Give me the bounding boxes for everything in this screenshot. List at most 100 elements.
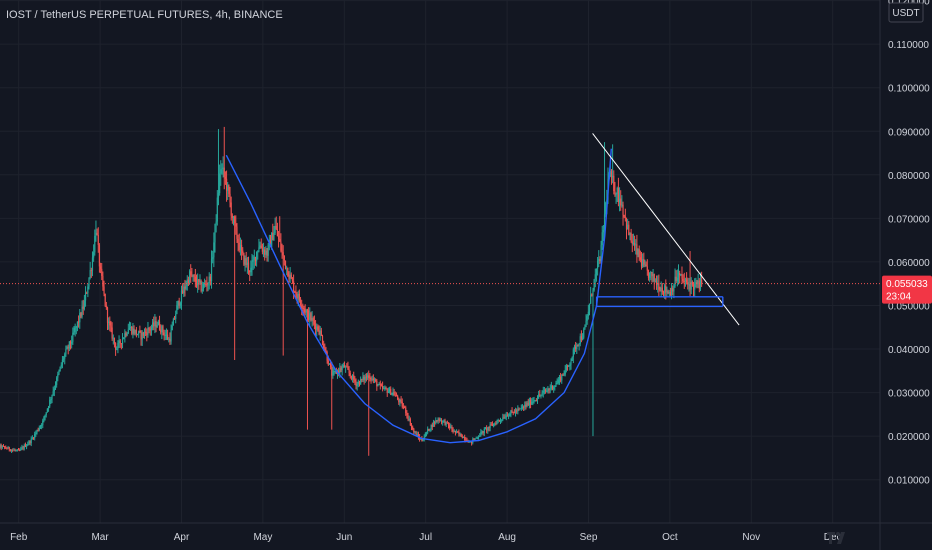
candle-body — [262, 249, 265, 252]
candle-body — [499, 420, 502, 422]
candle-body — [391, 392, 393, 395]
candle-body — [275, 225, 277, 229]
candle-body — [86, 292, 88, 294]
candle-body — [361, 378, 363, 380]
candle-body — [210, 258, 213, 282]
candle-body — [130, 326, 132, 329]
candle-body — [341, 367, 343, 371]
candle-body — [87, 286, 89, 293]
candle-body — [242, 250, 244, 254]
candle-body — [235, 223, 237, 227]
candle-body — [527, 402, 529, 406]
candle-body — [267, 244, 269, 256]
candle-body — [566, 365, 569, 367]
candle-body — [230, 202, 232, 216]
candle-body — [488, 427, 490, 429]
candle-body — [179, 302, 181, 306]
candle-body — [254, 256, 257, 262]
candle-body — [73, 332, 75, 334]
candle-body — [446, 421, 448, 423]
candle-body — [550, 385, 552, 389]
candle-body — [249, 270, 251, 273]
tradingview-icon[interactable] — [826, 530, 848, 546]
candle-body — [195, 282, 198, 286]
candle-body — [586, 316, 588, 321]
candle-body — [8, 447, 10, 450]
candle-body — [551, 385, 554, 390]
candle-body — [366, 375, 369, 378]
candle-body — [246, 262, 248, 266]
candle-body — [369, 378, 371, 380]
candle-body — [219, 173, 221, 194]
candle-body — [327, 360, 329, 365]
candle-body — [113, 337, 116, 344]
candle-body — [482, 431, 484, 433]
y-tick-label: 0.110000 — [888, 40, 929, 51]
descending-trendline[interactable] — [592, 133, 740, 326]
candle-body — [49, 399, 51, 407]
candle-body — [120, 343, 122, 345]
candle-body — [134, 329, 136, 334]
candle-body — [124, 333, 126, 339]
candle-body — [207, 283, 209, 286]
candle-body — [227, 185, 229, 191]
candle-body — [190, 271, 192, 276]
candle-body — [231, 215, 233, 218]
candle-body — [630, 232, 632, 242]
candle-body — [546, 390, 548, 392]
candle-body — [643, 259, 645, 265]
candle-body — [523, 406, 525, 408]
last-price-label: 0.055033 — [886, 279, 928, 290]
candle-body — [149, 329, 151, 331]
candle-body — [110, 325, 112, 328]
candle-body — [105, 305, 107, 308]
candle-body — [432, 422, 435, 427]
candle-body — [471, 441, 473, 443]
y-tick-label: 0.100000 — [888, 84, 930, 95]
candle-body — [251, 261, 253, 268]
candle-body — [153, 322, 155, 327]
candle-body — [53, 388, 55, 392]
candle-body — [598, 259, 600, 261]
y-tick-label: 0.030000 — [888, 389, 930, 400]
candle-body — [578, 343, 580, 346]
candle-body — [681, 274, 683, 279]
candle-body — [232, 216, 235, 218]
candle-body — [486, 428, 488, 431]
candle-body — [257, 251, 259, 253]
candle-body — [89, 270, 91, 278]
candle-body — [435, 420, 437, 424]
candle-body — [467, 441, 469, 443]
candle-body — [348, 369, 350, 374]
candle-body — [371, 378, 373, 380]
candle-body — [228, 185, 230, 194]
candle-body — [250, 267, 252, 273]
candle-body — [558, 376, 561, 380]
candle-body — [368, 375, 370, 379]
candle-body — [454, 430, 457, 433]
candle-body — [692, 284, 695, 290]
candle-body — [397, 395, 399, 400]
candle-body — [182, 290, 184, 294]
candle-body — [319, 330, 321, 335]
candle-body — [281, 250, 283, 253]
candle-body — [6, 448, 8, 450]
candle-body — [664, 285, 666, 294]
candle-body — [413, 429, 415, 433]
candle-body — [27, 444, 29, 446]
candle-body — [175, 314, 177, 319]
candle-body — [646, 266, 648, 271]
candle-body — [193, 275, 195, 277]
candle-body — [78, 321, 80, 323]
candle-body — [568, 365, 570, 367]
candle-body — [353, 375, 355, 380]
candle-body — [274, 225, 276, 234]
candle-body — [206, 284, 208, 286]
cup-arc-drawing[interactable] — [225, 148, 612, 444]
candle-body — [286, 267, 288, 269]
candle-body — [177, 300, 179, 306]
candle-body — [458, 432, 460, 435]
candle-body — [243, 253, 245, 265]
currency-badge[interactable] — [888, 2, 924, 23]
